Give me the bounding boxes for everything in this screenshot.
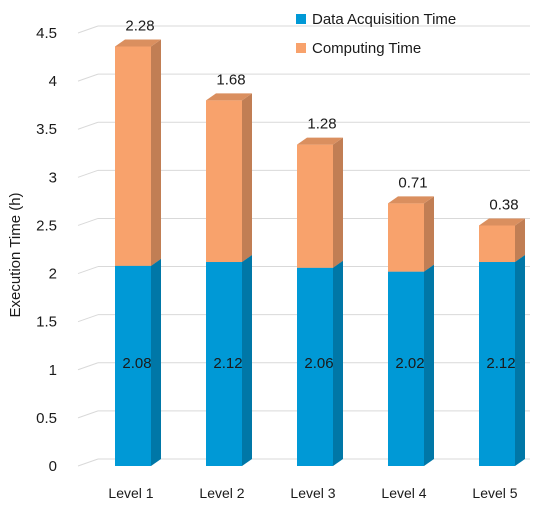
bar-side: [333, 137, 343, 268]
bar-front: [206, 100, 242, 263]
y-tick-label: 1.5: [36, 314, 57, 331]
bar-segment-computing: [297, 137, 343, 268]
bar-side: [242, 255, 252, 466]
bar-side: [424, 264, 434, 466]
bar-front: [388, 271, 424, 466]
y-tick-label: 3: [49, 169, 57, 186]
y-tick-label: 2: [49, 266, 57, 283]
value-label-computing: 0.71: [398, 174, 427, 191]
gridline-diagonal: [77, 362, 99, 371]
y-tick-label: 4: [49, 73, 57, 90]
bar-top: [115, 39, 161, 47]
bar-front: [388, 203, 424, 272]
legend-label-data-acquisition: Data Acquisition Time: [312, 11, 456, 28]
bar-front: [479, 262, 515, 466]
x-tick-label: Level 1: [108, 485, 153, 501]
gridline-diagonal: [77, 73, 99, 82]
gridline-diagonal: [77, 25, 99, 34]
legend-label-computing: Computing Time: [312, 40, 421, 57]
bar-top: [206, 93, 252, 101]
bar-side: [151, 39, 161, 266]
gridline-diagonal: [77, 266, 99, 275]
x-tick-label: Level 2: [199, 485, 244, 501]
value-label-computing: 0.38: [489, 196, 518, 213]
bar-segment-data-acquisition: [206, 255, 252, 466]
bar-side: [515, 255, 525, 466]
x-tick-label: Level 3: [290, 485, 335, 501]
bar-front: [206, 262, 242, 466]
gridline-diagonal: [77, 314, 99, 323]
x-tick-labels: Level 1 Level 2 Level 3 Level 4 Level 5: [108, 485, 517, 501]
value-label-data-acquisition: 2.12: [486, 355, 515, 372]
value-label-data-acquisition: 2.12: [213, 355, 242, 372]
legend-swatch-data-acquisition: [296, 14, 306, 24]
bar-side: [333, 260, 343, 466]
y-tick-label: 2.5: [36, 217, 57, 234]
bar-top: [388, 196, 434, 204]
x-tick-label: Level 5: [472, 485, 517, 501]
y-tick-label: 0: [49, 458, 57, 475]
gridline-diagonal: [77, 217, 99, 226]
y-tick-label: 4.5: [36, 25, 57, 42]
value-label-data-acquisition: 2.02: [395, 355, 424, 372]
value-label-computing: 1.68: [216, 71, 245, 88]
bar-top: [297, 137, 343, 145]
x-tick-label: Level 4: [381, 485, 426, 501]
y-tick-label: 3.5: [36, 121, 57, 138]
y-tick-label: 1: [49, 362, 57, 379]
bar-front: [115, 46, 151, 266]
bar-front: [479, 225, 515, 263]
bar-front: [297, 267, 333, 466]
bar-segment-data-acquisition: [479, 255, 525, 466]
bar-front: [115, 265, 151, 466]
bar-side: [515, 218, 525, 263]
y-axis-label: Execution Time (h): [7, 192, 24, 317]
value-label-data-acquisition: 2.06: [304, 355, 333, 372]
bar-segment-data-acquisition: [115, 258, 161, 466]
value-label-computing: 1.28: [307, 116, 336, 133]
value-label-data-acquisition: 2.08: [122, 355, 151, 372]
bar-segment-computing: [479, 218, 525, 263]
gridline-diagonal: [77, 410, 99, 419]
bars: 2.08 2.28 2.12 1.68 2.06 1.28 2.02 0.71 2.12 0.38: [115, 17, 525, 466]
bar-side: [424, 196, 434, 272]
bar-front: [297, 144, 333, 268]
value-label-computing: 2.28: [125, 17, 154, 34]
bar-side: [242, 93, 252, 263]
legend-swatch-computing: [296, 43, 306, 53]
y-tick-labels: 0 0.5 1 1.5 2 2.5 3 3.5 4 4.5: [36, 25, 57, 475]
bar-segment-computing: [388, 196, 434, 272]
gridline-diagonal: [77, 169, 99, 178]
bar-side: [151, 258, 161, 466]
gridline-diagonal: [77, 458, 99, 467]
bar-segment-computing: [115, 39, 161, 266]
y-tick-label: 0.5: [36, 410, 57, 427]
bar-segment-data-acquisition: [388, 264, 434, 466]
bar-segment-computing: [206, 93, 252, 263]
bar-top: [479, 218, 525, 226]
gridline-diagonal: [77, 121, 99, 130]
legend: Data Acquisition Time Computing Time: [296, 11, 456, 57]
